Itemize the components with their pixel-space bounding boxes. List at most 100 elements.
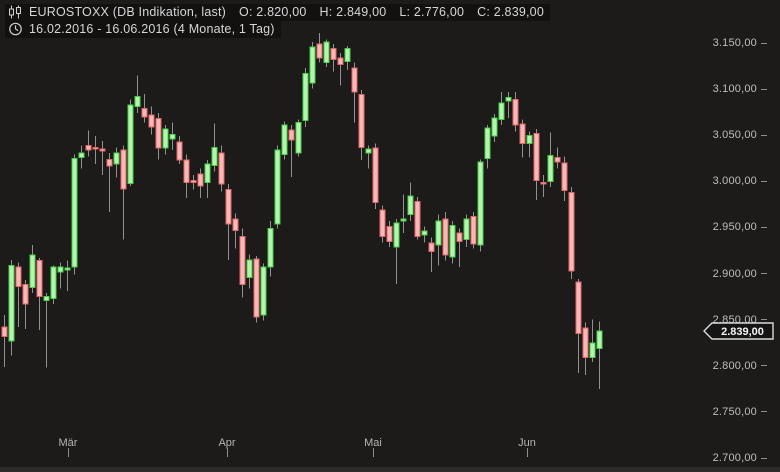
candle-body-up — [491, 117, 498, 137]
candle-body-down — [36, 260, 43, 298]
candle-body-up — [449, 225, 456, 258]
candle-body-down — [330, 48, 337, 61]
candle-body-down — [120, 149, 127, 190]
candle-body-down — [22, 284, 29, 305]
candle-body-down — [428, 242, 435, 252]
candle-body-down — [155, 118, 162, 149]
candle-body-up — [323, 41, 330, 63]
candle-body-up — [211, 146, 218, 167]
price-axis-tick: 2.900,00 — [713, 268, 767, 280]
price-axis-label: 3.050,00 — [712, 129, 757, 142]
time-axis-tickmark — [227, 448, 228, 457]
candle-body-up — [260, 266, 267, 316]
price-axis-label: 2.800,00 — [712, 359, 757, 372]
price-axis-tick: 2.700,00 — [713, 452, 767, 464]
candle-body-down — [533, 133, 540, 181]
candle-body-up — [393, 222, 400, 248]
candle-body-down — [232, 218, 239, 231]
header-period-row: 16.02.2016 - 16.06.2016 (4 Monate, 1 Tag… — [5, 21, 281, 38]
candle-body-up — [29, 254, 36, 288]
candle-body-down — [218, 152, 225, 185]
candle-body-down — [225, 189, 232, 225]
candle-body-down — [386, 226, 393, 242]
time-axis-tickmark — [373, 448, 374, 457]
price-axis-tickmark — [761, 226, 767, 228]
candle-body-up — [596, 330, 603, 349]
candle-body-down — [554, 156, 561, 163]
candle-body-up — [162, 128, 169, 149]
candle-body-down — [141, 108, 148, 118]
candle-body-down — [99, 148, 106, 152]
price-axis-tickmark — [761, 134, 767, 136]
time-axis-tickmark — [527, 448, 528, 457]
bottom-scrollbar[interactable] — [0, 467, 780, 472]
candle-body-down — [379, 209, 386, 238]
candle-body-up — [267, 227, 274, 268]
price-axis-tick: 3.000,00 — [713, 175, 767, 187]
candle-body-up — [407, 195, 414, 216]
candle-body-down — [456, 232, 463, 242]
candle-body-down — [106, 158, 113, 167]
ohlc-open: O: 2.820,00 — [239, 5, 307, 19]
price-axis-tick: 2.950,00 — [713, 221, 767, 233]
candle-body-up — [302, 73, 309, 121]
period-label: 16.02.2016 - 16.06.2016 (4 Monate, 1 Tag… — [29, 22, 275, 36]
time-axis-label: Mär — [58, 437, 78, 449]
price-axis-tick: 3.150,00 — [713, 37, 767, 49]
candle-body-down — [358, 94, 365, 148]
price-axis-tickmark — [761, 319, 767, 321]
candle-body-down — [85, 144, 92, 151]
candle-body-up — [547, 155, 554, 182]
candle-body-down — [197, 173, 204, 187]
candle-body-down — [1, 326, 8, 337]
candle-body-up — [421, 230, 428, 236]
candle-body-down — [15, 266, 22, 288]
candle-body-up — [78, 152, 85, 158]
ohlc-low: L: 2.776,00 — [399, 5, 465, 19]
candle-body-up — [309, 46, 316, 84]
price-axis-tick: 3.050,00 — [713, 129, 767, 141]
price-axis-label: 2.900,00 — [712, 267, 757, 280]
price-axis-label: 3.150,00 — [712, 37, 757, 49]
candle-body-up — [246, 259, 253, 278]
candle-body-up — [505, 97, 512, 102]
time-axis[interactable]: Mär Apr Mai Jun — [0, 437, 780, 472]
candle-body-up — [134, 96, 141, 108]
price-axis-label: 3.100,00 — [712, 83, 757, 96]
time-axis-label: Apr — [218, 437, 236, 449]
candle-body-up — [281, 124, 288, 156]
last-price-tag: 2.839,00 — [703, 322, 774, 340]
price-axis-tickmark — [761, 365, 767, 367]
candle-body-down — [253, 258, 260, 318]
candle-body-up — [526, 134, 533, 145]
candle-body-up — [484, 127, 491, 159]
candle-body-up — [169, 133, 176, 140]
candle-body-down — [582, 327, 589, 358]
last-price-tag-value: 2.839,00 — [721, 326, 764, 338]
candle-body-down — [512, 98, 519, 126]
price-axis-label: 3.000,00 — [712, 175, 757, 188]
price-axis-tickmark — [761, 411, 767, 413]
time-axis-tickmark — [68, 448, 69, 457]
candle-body-down — [148, 114, 155, 128]
price-axis-tick: 2.800,00 — [713, 360, 767, 372]
candle-body-down — [442, 218, 449, 256]
candle-body-down — [337, 57, 344, 65]
candle-body-up — [204, 163, 211, 183]
last-price-tag-shape — [703, 322, 774, 340]
candle-body-up — [498, 102, 505, 121]
candle-body-down — [568, 192, 575, 272]
time-axis-label: Jun — [518, 437, 536, 449]
candle-body-down — [183, 159, 190, 183]
candle-body-down — [575, 281, 582, 334]
candle-body-up — [274, 149, 281, 225]
candle-body-up — [71, 157, 78, 268]
price-axis-tickmark — [761, 273, 767, 275]
price-axis-tick: 3.100,00 — [713, 83, 767, 95]
candle-body-up — [365, 148, 372, 154]
candle-body-up — [477, 161, 484, 246]
price-axis[interactable]: 3.150,00 3.100,00 3.050,00 3.000,00 2.950,00… — [710, 0, 780, 472]
ohlc-close: C: 2.839,00 — [477, 5, 544, 19]
